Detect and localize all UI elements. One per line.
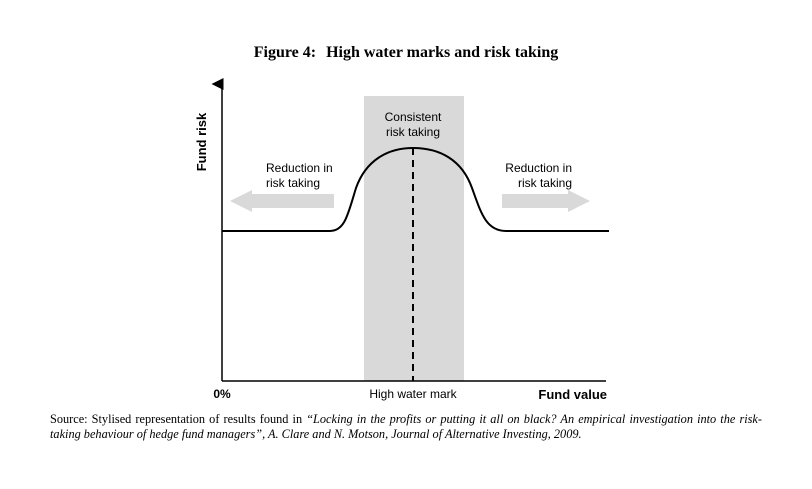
source-prefix: Source: Stylised representation of resul…: [50, 412, 307, 426]
left-label-line2: risk taking: [266, 176, 320, 190]
band-label-line2: risk taking: [386, 125, 440, 139]
figure-title-text: High water marks and risk taking: [326, 44, 559, 61]
source-citation: “Locking in the profits or putting it al…: [50, 412, 762, 441]
hwm-label: High water mark: [369, 387, 457, 401]
band-label-line1: Consistent: [385, 110, 442, 124]
left-label-line1: Reduction in: [266, 161, 333, 175]
right-label-line1: Reduction in: [505, 161, 572, 175]
left-reduction-arrow: [230, 190, 334, 212]
y-axis-label: Fund risk: [194, 112, 209, 171]
figure-title: Figure 4: High water marks and risk takin…: [0, 44, 812, 62]
right-label-line2: risk taking: [518, 176, 572, 190]
figure-number: Figure 4:: [253, 44, 317, 61]
origin-label: 0%: [213, 387, 231, 401]
right-reduction-arrow: [502, 190, 590, 212]
source-note: Source: Stylised representation of resul…: [50, 412, 762, 442]
x-axis-label: Fund value: [538, 387, 607, 402]
